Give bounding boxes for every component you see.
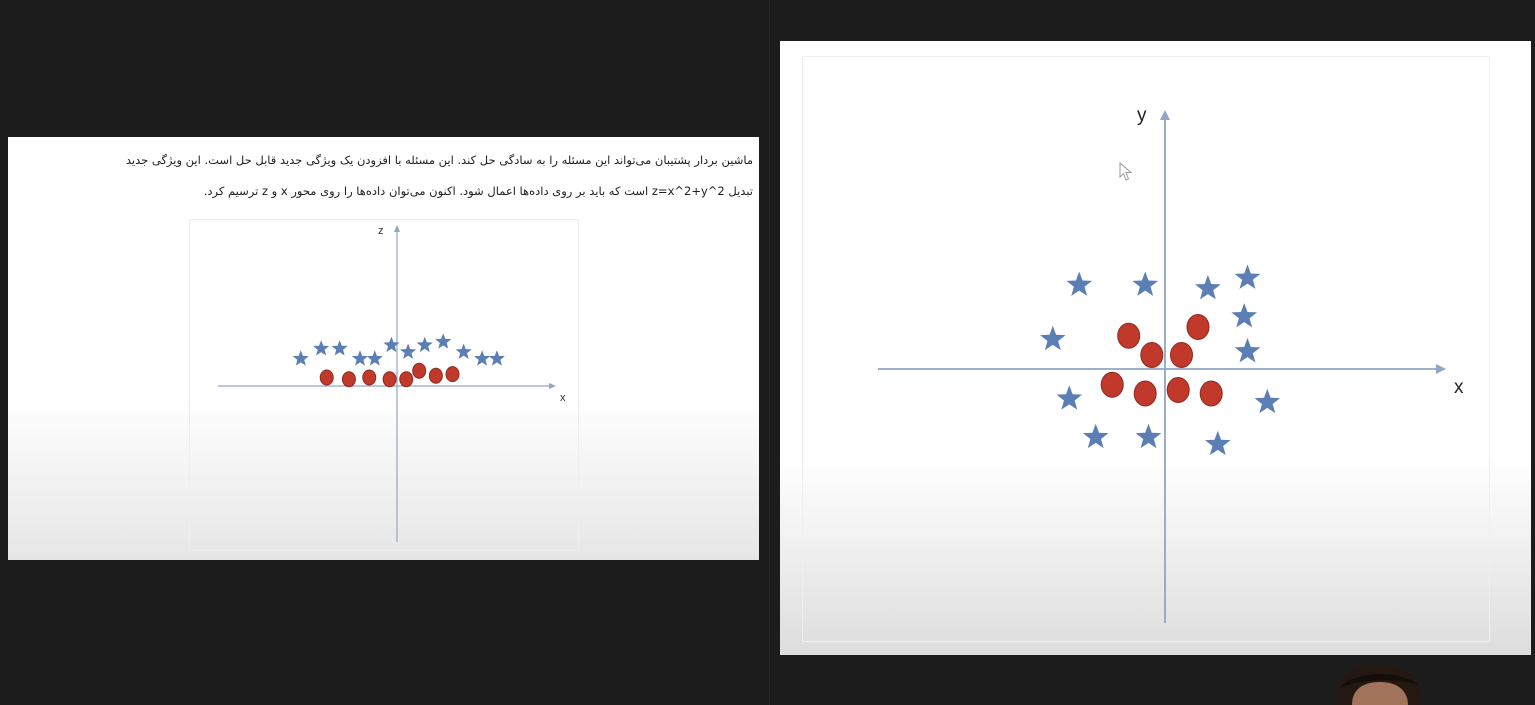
star-point [474, 350, 491, 366]
star-point [351, 350, 369, 366]
star-point [1039, 325, 1066, 351]
star-point [400, 343, 417, 359]
circle-point [1140, 342, 1164, 368]
star-point [455, 343, 472, 359]
xy-plot-frame: x y [802, 56, 1490, 642]
circle-point [319, 369, 334, 386]
circle-point [428, 367, 443, 384]
star-point [1254, 388, 1281, 414]
circle-point [382, 371, 397, 388]
star-point [383, 336, 400, 353]
x-axis-arrow [1436, 364, 1446, 374]
circle-point [399, 371, 414, 388]
xz-data-points [292, 333, 505, 388]
paragraph-line-2: تبدیل z=x^2+y^2 است که باید بر روی داده‌… [203, 184, 753, 198]
star-point [313, 340, 330, 356]
circle-point [412, 362, 427, 379]
mouse-cursor-icon [1119, 161, 1133, 181]
star-point [435, 333, 452, 349]
xy-scatter-chart: x y [878, 105, 1464, 623]
xz-plot-frame: x z [189, 219, 579, 551]
circle-point [1186, 314, 1210, 340]
star-point [416, 336, 433, 353]
xy-data-points [1039, 264, 1281, 456]
circle-point [1100, 371, 1124, 398]
star-point [1234, 264, 1261, 289]
star-point [1234, 338, 1261, 363]
circle-point [1166, 377, 1190, 403]
star-point [488, 350, 505, 366]
xz-scatter-chart: x z [218, 225, 566, 542]
z-axis-arrow [394, 225, 400, 232]
circle-point [445, 366, 460, 383]
star-point [1204, 430, 1231, 456]
y-axis-arrow [1160, 110, 1170, 120]
z-axis-label: z [378, 225, 384, 237]
paragraph-line-1: ماشین بردار پشتیبان می‌تواند این مسئله ر… [125, 153, 753, 167]
star-point [1195, 275, 1221, 300]
star-point [1132, 271, 1159, 296]
y-axis-label: y [1137, 105, 1147, 126]
star-point [331, 340, 348, 356]
star-point [366, 350, 383, 366]
star-point [1231, 303, 1258, 328]
right-slide: x y [780, 41, 1531, 655]
circle-point [1133, 380, 1157, 407]
circle-point [1170, 342, 1193, 368]
star-point [1066, 271, 1093, 296]
circle-point [362, 369, 377, 386]
x-axis-label: x [1454, 377, 1464, 398]
star-point [1056, 385, 1083, 410]
circle-point [1117, 322, 1141, 349]
left-slide: ماشین بردار پشتیبان می‌تواند این مسئله ر… [8, 137, 759, 560]
star-point [1135, 423, 1162, 449]
star-point [292, 350, 309, 366]
x-axis-label: x [560, 392, 566, 404]
circle-point [1199, 380, 1223, 407]
presenter-webcam [1335, 664, 1423, 705]
star-point [1082, 423, 1109, 449]
slide-paragraph: ماشین بردار پشتیبان می‌تواند این مسئله ر… [16, 145, 753, 207]
x-axis-arrow [549, 383, 556, 389]
circle-point [341, 371, 356, 388]
screen-divider [769, 0, 770, 705]
